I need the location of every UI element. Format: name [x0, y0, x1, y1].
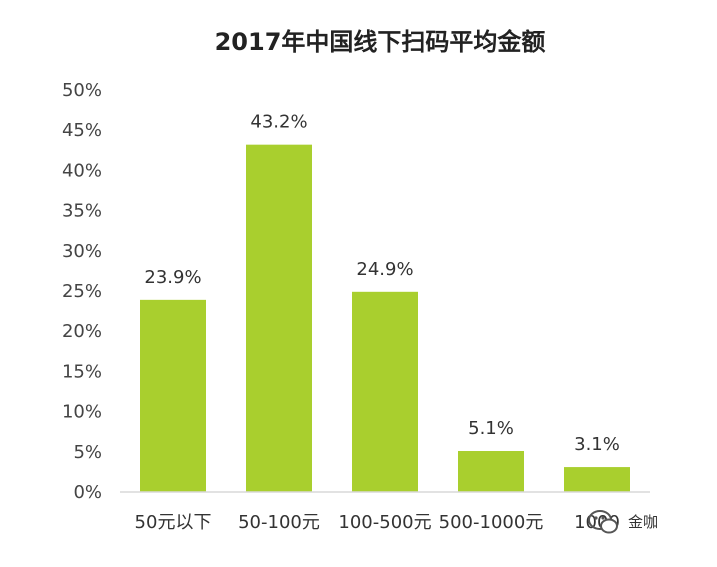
- bar: [458, 450, 524, 492]
- y-axis: 0% 5% 10% 15% 20% 25% 30% 35% 40% 45% 50%: [62, 80, 102, 503]
- y-tick-label: 10%: [62, 402, 102, 423]
- watermark: 金咖: [588, 510, 658, 534]
- data-label: 24.9%: [356, 259, 413, 280]
- watermark-text: 金咖: [628, 513, 658, 531]
- bar: [246, 144, 312, 492]
- x-tick-label: 50-100元: [238, 512, 320, 533]
- y-tick-label: 30%: [62, 241, 102, 262]
- data-label: 5.1%: [468, 418, 514, 439]
- chart-title: 2017年中国线下扫码平均金额: [215, 28, 546, 56]
- bars: [140, 144, 630, 492]
- bar: [352, 291, 418, 492]
- x-axis: 50元以下 50-100元 100-500元 500-1000元 1000: [120, 491, 650, 533]
- y-tick-label: 50%: [62, 80, 102, 101]
- y-tick-label: 35%: [62, 201, 102, 222]
- y-tick-label: 0%: [73, 482, 102, 503]
- y-tick-label: 40%: [62, 160, 102, 181]
- bar: [140, 299, 206, 492]
- y-tick-label: 45%: [62, 120, 102, 141]
- y-tick-label: 5%: [73, 442, 102, 463]
- x-tick-label: 50元以下: [135, 512, 212, 533]
- data-label: 43.2%: [250, 112, 307, 133]
- x-tick-label: 100-500元: [338, 512, 431, 533]
- value-labels: 23.9% 43.2% 24.9% 5.1% 3.1%: [144, 112, 619, 455]
- x-tick-label: 500-1000元: [439, 512, 544, 533]
- y-tick-label: 20%: [62, 321, 102, 342]
- bar: [564, 467, 630, 492]
- wechat-icon: [588, 510, 618, 534]
- data-label: 23.9%: [144, 267, 201, 288]
- y-tick-label: 15%: [62, 361, 102, 382]
- data-label: 3.1%: [574, 434, 620, 455]
- y-tick-label: 25%: [62, 281, 102, 302]
